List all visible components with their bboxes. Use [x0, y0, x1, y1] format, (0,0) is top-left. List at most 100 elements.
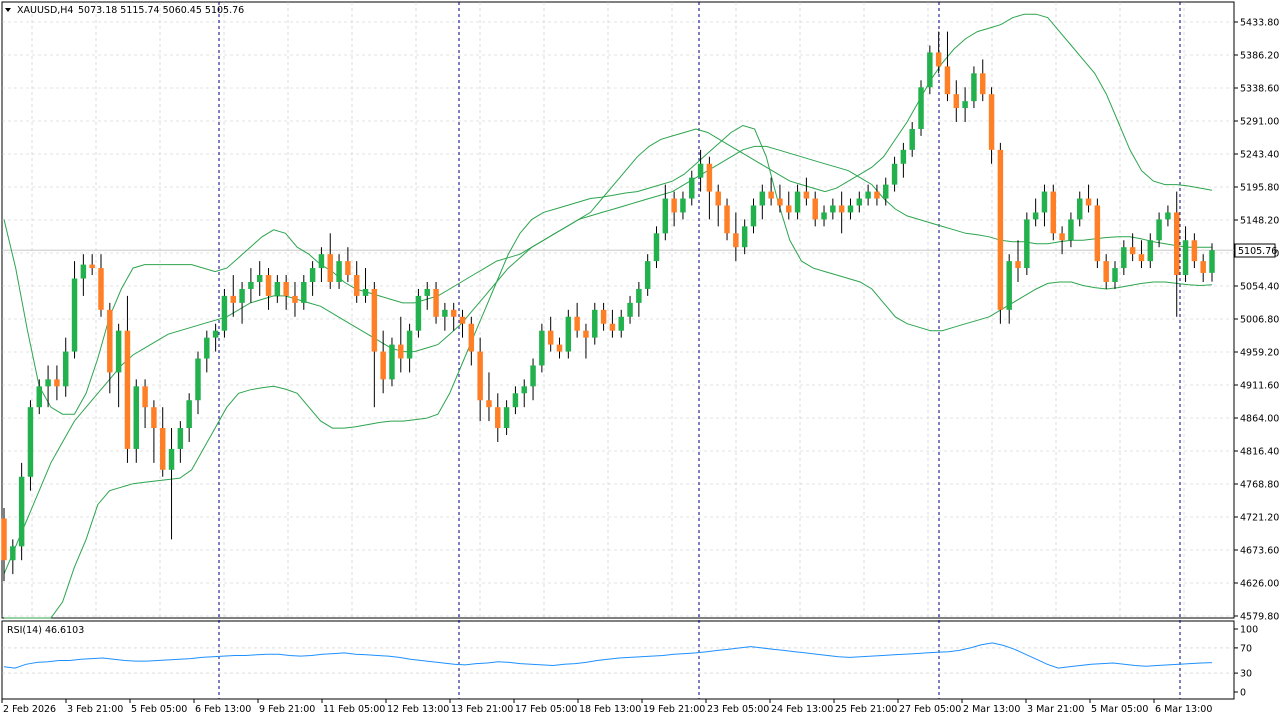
- price-tick-label: 5195.80: [1240, 183, 1279, 194]
- bear-candle: [495, 393, 501, 442]
- candle-body: [221, 295, 228, 331]
- time-tick-label: 27 Feb 05:00: [899, 704, 961, 715]
- candle-body: [962, 101, 968, 109]
- price-tick-label: 5243.40: [1240, 150, 1279, 161]
- bull-candle: [309, 261, 316, 296]
- candle-body: [653, 233, 660, 262]
- bear-candle: [54, 365, 60, 401]
- candle-body: [1200, 261, 1206, 273]
- candle-body: [486, 400, 492, 408]
- bear-candle: [327, 233, 333, 289]
- candle-body: [953, 94, 960, 109]
- bear-candle: [1200, 254, 1206, 282]
- candle-body: [627, 302, 633, 317]
- bear-candle: [450, 302, 457, 331]
- candle-body: [918, 87, 924, 129]
- bull-candle: [865, 184, 871, 206]
- candle-body: [1041, 191, 1048, 213]
- price-tick-label: 4864.00: [1240, 414, 1279, 425]
- bear-candle: [107, 302, 113, 394]
- bull-candle: [689, 170, 695, 206]
- bull-candle: [1024, 212, 1030, 276]
- time-tick-label: 6 Feb 13:00: [195, 704, 251, 715]
- bear-candle: [944, 31, 951, 102]
- bull-candle: [636, 281, 642, 317]
- bull-candle: [883, 177, 889, 206]
- candle-body: [980, 73, 986, 95]
- candle-body: [477, 351, 483, 401]
- day-separators: [218, 2, 1181, 699]
- candle-body: [380, 351, 386, 380]
- candle-body: [1129, 247, 1136, 255]
- candle-body: [495, 407, 501, 429]
- candle-body: [609, 323, 616, 331]
- collapse-triangle-icon[interactable]: [5, 8, 11, 12]
- bull-candle: [1032, 198, 1039, 227]
- candle-body: [512, 393, 519, 408]
- bear-candle: [724, 198, 730, 241]
- bull-candle: [1182, 226, 1189, 282]
- bull-candle: [847, 198, 854, 220]
- time-tick-label: 19 Feb 21:00: [643, 704, 705, 715]
- bear-candle: [151, 400, 157, 463]
- time-tick-label: 6 Mar 13:00: [1155, 704, 1212, 715]
- candle-body: [353, 275, 360, 296]
- candle-body: [1059, 233, 1065, 241]
- bull-candle: [662, 184, 669, 241]
- bear-candle: [1085, 184, 1092, 213]
- candle-body: [433, 288, 439, 317]
- bull-candle: [521, 379, 527, 408]
- candle-body: [239, 288, 245, 303]
- time-tick-label: 3 Feb 21:00: [67, 704, 123, 715]
- candle-body: [636, 288, 642, 303]
- bull-candle: [1147, 233, 1154, 269]
- price-tick-label: 5054.40: [1240, 282, 1279, 293]
- candle-body: [856, 198, 863, 206]
- bull-candle: [318, 247, 325, 282]
- candle-body: [159, 428, 166, 470]
- price-tick-label: 5006.80: [1240, 315, 1279, 326]
- bear-candle: [733, 212, 739, 262]
- bull-candle: [362, 268, 369, 303]
- candle-body: [265, 275, 272, 296]
- bull-candle: [1112, 261, 1118, 289]
- time-tick-label: 5 Feb 05:00: [131, 704, 187, 715]
- candle-body: [1085, 198, 1092, 206]
- candle-body: [336, 261, 342, 282]
- time-axis: 2 Feb 2026 3 Feb 21:00 5 Feb 05:00 6 Feb 13…: [1, 699, 1212, 715]
- candle-body: [1138, 254, 1145, 262]
- time-tick-label: 24 Feb 13:00: [771, 704, 833, 715]
- bear-candle: [583, 323, 589, 359]
- rsi-tick-label: 30: [1240, 669, 1252, 680]
- time-tick-label: 13 Feb 21:00: [451, 704, 513, 715]
- candle-body: [1209, 250, 1215, 273]
- candle-body: [345, 261, 351, 276]
- bull-candle: [927, 45, 933, 95]
- candle-body: [697, 163, 704, 178]
- price-tick-label: 4579.80: [1240, 612, 1279, 623]
- candle-body: [71, 278, 78, 352]
- candle-body: [662, 198, 669, 234]
- price-tick-label: 5433.80: [1240, 18, 1279, 29]
- candle-body: [733, 233, 739, 248]
- candle-body: [98, 268, 104, 310]
- bear-candle: [671, 191, 677, 227]
- bull-candle: [565, 309, 572, 359]
- candle-body: [398, 344, 404, 359]
- bull-candle: [442, 302, 448, 331]
- bull-candle: [274, 275, 281, 303]
- bear-candle: [574, 302, 580, 338]
- candle-body: [1191, 240, 1198, 262]
- bull-candle: [195, 351, 201, 415]
- candle-body: [706, 163, 713, 192]
- bull-candle: [212, 323, 219, 352]
- candle-body: [847, 205, 854, 213]
- bull-candle: [1041, 184, 1048, 227]
- bull-candle: [653, 226, 660, 269]
- candle-body: [671, 198, 677, 213]
- candle-body: [371, 288, 378, 352]
- bear-candle: [230, 275, 236, 317]
- bear-candle: [98, 254, 104, 317]
